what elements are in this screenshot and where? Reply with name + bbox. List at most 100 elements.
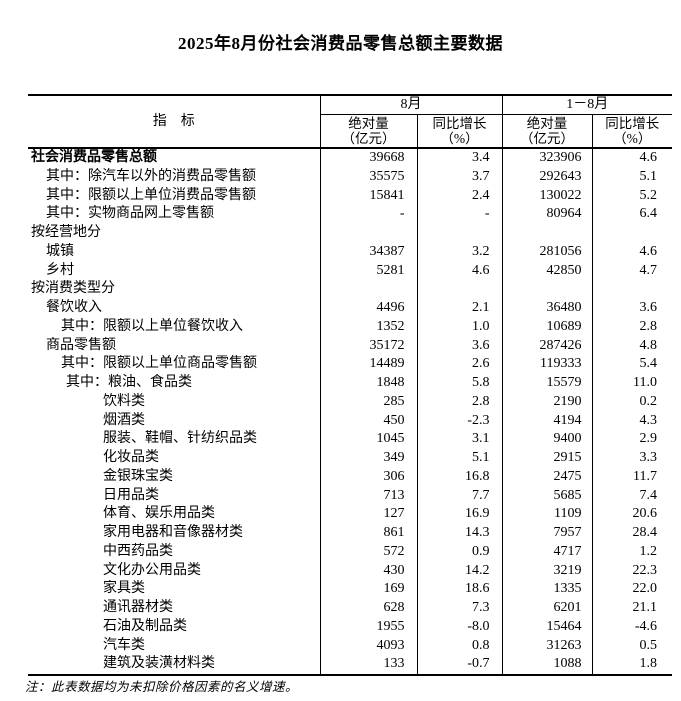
value-cell: 1.8 [639,656,658,672]
table-row: 家具类 169 18.6 1335 22.0 [28,580,672,599]
table-body: 社会消费品零售总额 39668 3.4 323906 4.6 其中：除汽车以外的消费品零售… [28,148,672,675]
table-row: 家用电器和音像器材类 861 14.3 7957 28.4 [28,524,672,543]
table-row: 商品零售额 35172 3.6 287426 4.8 [28,336,672,356]
table-row: 城镇 34387 3.2 281056 4.6 [28,242,672,262]
value-cell: 5281 [320,261,418,281]
value-cell: 11.7 [633,468,657,484]
value-cell: 3.2 [417,242,503,262]
indicator-cell: 建筑及装潢材料类 [28,655,321,675]
value-cell: 1955 [320,617,418,637]
value-cell: 5.8 [417,374,503,393]
value-cell: 80964 [502,205,593,224]
indicator-cell: 日用品类 [28,486,321,506]
retail-sales-table: 指 标 8月 1－8月 绝对量 （亿元） 同比增长 （%） 绝对量 （亿元） [28,94,672,676]
value-cell: 0.2 [639,393,658,409]
value-cell: 2.6 [417,355,503,374]
value-cell: 281056 [502,242,593,262]
value-cell [417,224,503,243]
value-cell: 42850 [502,261,593,281]
value-cell: 18.6 [417,580,503,599]
value-cell: 16.8 [417,467,503,487]
value-cell: 3.7 [417,167,503,187]
value-cell [502,224,593,243]
value-cell: -4.6 [634,618,657,634]
value-cell: 3.6 [417,336,503,356]
indicator-cell: 乡村 [28,261,321,281]
header-line-top: 同比增长 [605,115,660,131]
value-cell: 7.4 [639,487,658,503]
indicator-cell: 城镇 [28,242,321,262]
value-cell: 1045 [320,430,418,449]
value-cell [592,224,672,243]
value-cell: 1335 [502,580,593,599]
indicator-cell: 按经营地分 [28,224,321,243]
value-cell: 39668 [320,148,418,168]
value-cell: 292643 [502,167,593,187]
table-row: 文化办公用品类 430 14.2 3219 22.3 [28,561,672,581]
table-row: 其中：限额以上单位商品零售额 14489 2.6 119333 5.4 [28,355,672,374]
value-cell: 0.9 [417,542,503,562]
jan-aug-group-header: 1－8月 [502,95,672,115]
value-cell: 1848 [320,374,418,393]
value-cell: 15841 [320,186,418,206]
value-cell: 2.1 [417,299,503,318]
value-cell: 35172 [320,336,418,356]
value-cell: 5.2 [639,187,658,203]
indicator-cell: 按消费类型分 [28,280,321,299]
indicator-cell: 其中：限额以上单位餐饮收入 [28,317,321,337]
value-cell: 6.4 [639,206,658,222]
table-row: 其中：除汽车以外的消费品零售额 35575 3.7 292643 5.1 [28,167,672,187]
header-line-top: 同比增长 [432,115,487,131]
value-cell: 169 [320,580,418,599]
value-cell: 1.0 [417,317,503,337]
value-cell: 349 [320,449,418,468]
header-line-bottom: （亿元） [520,131,574,146]
value-cell: 34387 [320,242,418,262]
value-cell: 3219 [502,561,593,581]
value-cell: 10689 [502,317,593,337]
value-cell: 2.8 [417,392,503,412]
header-line-bottom: （%） [440,131,479,146]
value-cell: 5.1 [639,168,658,184]
value-cell [592,280,672,299]
value-cell: 16.9 [417,505,503,524]
value-cell: 35575 [320,167,418,187]
value-cell: 713 [320,486,418,506]
table-row: 通讯器材类 628 7.3 6201 21.1 [28,599,672,618]
table-row: 按消费类型分 [28,280,672,299]
table-row: 烟酒类 450 -2.3 4194 4.3 [28,411,672,431]
header-line-bottom: （%） [613,131,652,146]
august-absolute-header: 绝对量 （亿元） [320,114,418,149]
value-cell: 0.5 [639,637,658,653]
indicator-cell: 其中：限额以上单位商品零售额 [28,355,321,374]
value-cell: 4.3 [639,412,658,428]
value-cell: 4717 [502,542,593,562]
indicator-cell: 体育、娱乐用品类 [28,505,321,524]
value-cell: 7.7 [417,486,503,506]
value-cell: 14489 [320,355,418,374]
header-group-row: 指 标 8月 1－8月 [28,95,672,149]
value-cell: 2.4 [417,186,503,206]
indicator-cell: 烟酒类 [28,411,321,431]
value-cell: -8.0 [417,617,503,637]
value-cell: 7957 [502,524,593,543]
table-row: 中西药品类 572 0.9 4717 1.2 [28,542,672,562]
value-cell [502,280,593,299]
value-cell: 306 [320,467,418,487]
value-cell: 2.9 [639,431,658,447]
value-cell: 2.8 [639,318,658,334]
value-cell: 450 [320,411,418,431]
value-cell: 127 [320,505,418,524]
value-cell: 3.4 [417,148,503,168]
value-cell: 572 [320,542,418,562]
indicator-header-cell: 指 标 [28,95,321,149]
indicator-cell: 商品零售额 [28,336,321,356]
value-cell: 4.6 [639,243,658,259]
jan-aug-growth-header: 同比增长 （%） [592,114,672,149]
value-cell: 0.8 [417,636,503,656]
value-cell: 15579 [502,374,593,393]
value-cell: 4194 [502,411,593,431]
value-cell: 4.6 [639,150,658,165]
august-growth-header: 同比增长 （%） [417,114,503,149]
value-cell: 5.1 [417,449,503,468]
